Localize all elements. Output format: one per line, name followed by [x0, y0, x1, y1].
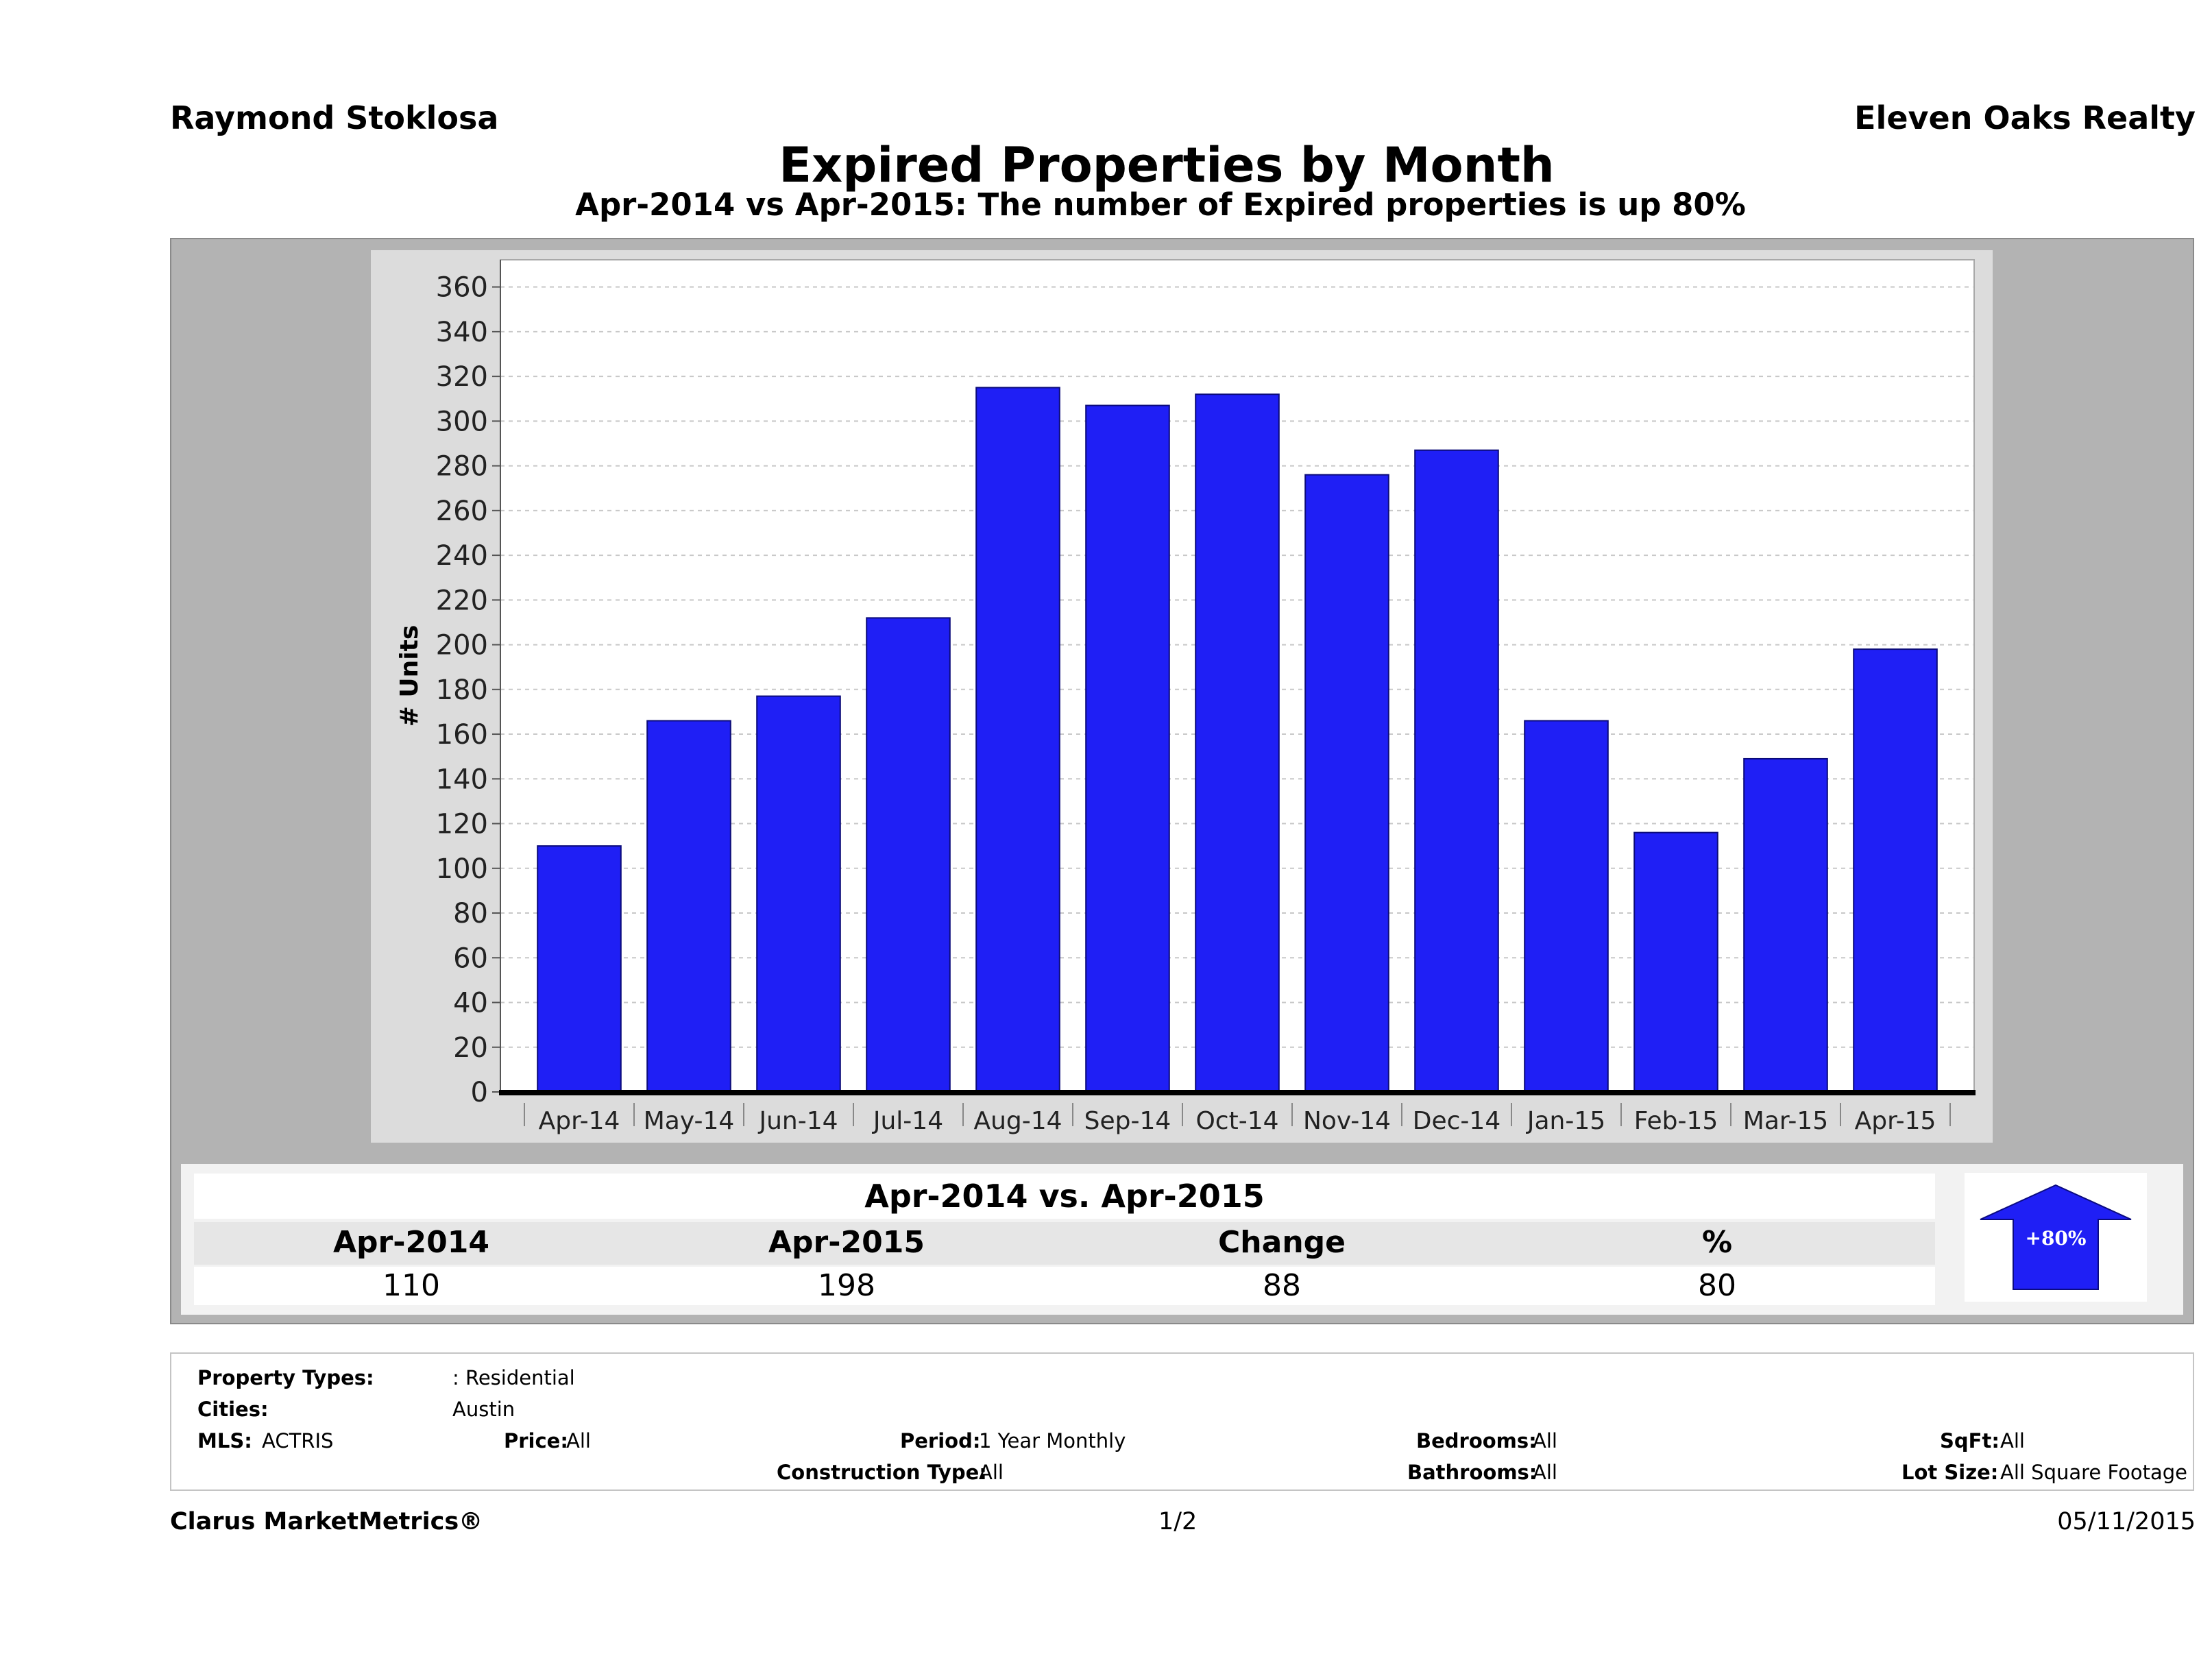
y-tick-label: 0 [471, 1077, 488, 1108]
summary-value-percent: 80 [1698, 1268, 1736, 1303]
x-tick-label: Sep-14 [1084, 1107, 1171, 1135]
bar [1304, 474, 1389, 1093]
summary-value-curr: 198 [818, 1268, 875, 1303]
y-tick-label: 180 [436, 674, 488, 706]
y-tick-label: 40 [453, 988, 488, 1019]
y-tick-label: 200 [436, 630, 488, 661]
bar [1414, 449, 1499, 1093]
mls-value: ACTRIS [262, 1429, 334, 1452]
y-tick-label: 260 [436, 496, 488, 527]
x-tick-label: May-14 [644, 1107, 735, 1135]
y-tick-label: 20 [453, 1032, 488, 1064]
x-tick-label: Jan-15 [1526, 1107, 1605, 1135]
footer-brand: Clarus MarketMetrics® [170, 1508, 483, 1535]
summary-header-percent: % [1701, 1225, 1733, 1260]
construction-type-value: All [979, 1461, 1004, 1484]
bar [1853, 648, 1938, 1093]
price-value: All [566, 1429, 591, 1452]
y-tick-label: 160 [436, 719, 488, 751]
x-tick-label: Apr-14 [539, 1107, 620, 1135]
bar [1743, 757, 1828, 1093]
bathrooms-value: All [1533, 1461, 1557, 1484]
x-tick-label: Aug-14 [973, 1107, 1062, 1135]
bar [1085, 404, 1170, 1093]
y-tick-label: 340 [436, 317, 488, 348]
up-arrow-icon: +80% [1980, 1184, 2132, 1290]
y-tick-label: 60 [453, 943, 488, 974]
x-tick-label: Nov-14 [1303, 1107, 1391, 1135]
x-tick-label: Apr-15 [1855, 1107, 1936, 1135]
footer-date: 05/11/2015 [2057, 1508, 2196, 1535]
property-types-label: Property Types: [197, 1366, 374, 1389]
bar [1633, 831, 1718, 1093]
price-label: Price: [504, 1429, 568, 1452]
footer-page-number: 1/2 [1158, 1508, 1198, 1535]
y-tick-label: 320 [436, 361, 488, 393]
bathrooms-label: Bathrooms: [1407, 1461, 1538, 1484]
bar [537, 845, 622, 1093]
lot-size-label: Lot Size: [1901, 1461, 1999, 1484]
x-tick-label: Mar-15 [1743, 1107, 1828, 1135]
construction-type-label: Construction Type: [777, 1461, 987, 1484]
mls-label: MLS: [197, 1429, 252, 1452]
y-tick-label: 120 [436, 809, 488, 840]
y-tick-label: 140 [436, 764, 488, 795]
x-tick-label: Dec-14 [1413, 1107, 1500, 1135]
bar [756, 695, 841, 1093]
period-label: Period: [900, 1429, 981, 1452]
bar [1524, 720, 1609, 1093]
lot-size-value: All Square Footage [2000, 1461, 2188, 1484]
y-axis-label: # Units [396, 625, 424, 727]
agent-name: Raymond Stoklosa [170, 99, 499, 136]
sqft-value: All [2000, 1429, 2025, 1452]
summary-title-bar [194, 1174, 1935, 1219]
chart-title: Expired Properties by Month [779, 137, 1555, 193]
sqft-label: SqFt: [1940, 1429, 2000, 1452]
cities-label: Cities: [197, 1398, 269, 1421]
brokerage-name: Eleven Oaks Realty [1854, 99, 2196, 136]
property-types-value: : Residential [452, 1366, 575, 1389]
summary-value-row [194, 1267, 1935, 1305]
bar [866, 617, 951, 1093]
summary-value-change: 88 [1263, 1268, 1301, 1303]
bar-chart: 0 20 40 60 80 100 120 140 160 180 200 220 240 260 280 3… [396, 259, 1976, 1135]
x-axis-line [499, 1090, 1976, 1095]
y-tick-label: 360 [436, 272, 488, 304]
bedrooms-value: All [1533, 1429, 1557, 1452]
y-tick-label: 80 [453, 898, 488, 929]
cities-value: Austin [452, 1398, 515, 1421]
x-tick-label: Oct-14 [1195, 1107, 1278, 1135]
summary-header-row [194, 1222, 1935, 1265]
summary-title: Apr-2014 vs. Apr-2015 [864, 1178, 1265, 1215]
bar [646, 720, 731, 1093]
period-value: 1 Year Monthly [979, 1429, 1126, 1452]
summary-header-prev: Apr-2014 [333, 1225, 489, 1260]
y-tick-label: 240 [436, 540, 488, 572]
bedrooms-label: Bedrooms: [1416, 1429, 1537, 1452]
change-badge-text: +80% [2025, 1227, 2086, 1250]
summary-value-prev: 110 [382, 1268, 440, 1303]
y-tick-label: 280 [436, 451, 488, 483]
bar [1195, 393, 1280, 1093]
bar [975, 387, 1060, 1093]
y-tick-label: 100 [436, 853, 488, 885]
summary-header-change: Change [1218, 1225, 1346, 1260]
x-tick-label: Jun-14 [757, 1107, 838, 1135]
y-tick-label: 220 [436, 585, 488, 616]
x-tick-label: Feb-15 [1634, 1107, 1718, 1135]
x-tick-label: Jul-14 [872, 1107, 943, 1135]
summary-header-curr: Apr-2015 [768, 1225, 925, 1260]
chart-subtitle: Apr-2014 vs Apr-2015: The number of Expi… [575, 186, 1746, 223]
y-tick-label: 300 [436, 406, 488, 437]
criteria-box [170, 1352, 2194, 1491]
